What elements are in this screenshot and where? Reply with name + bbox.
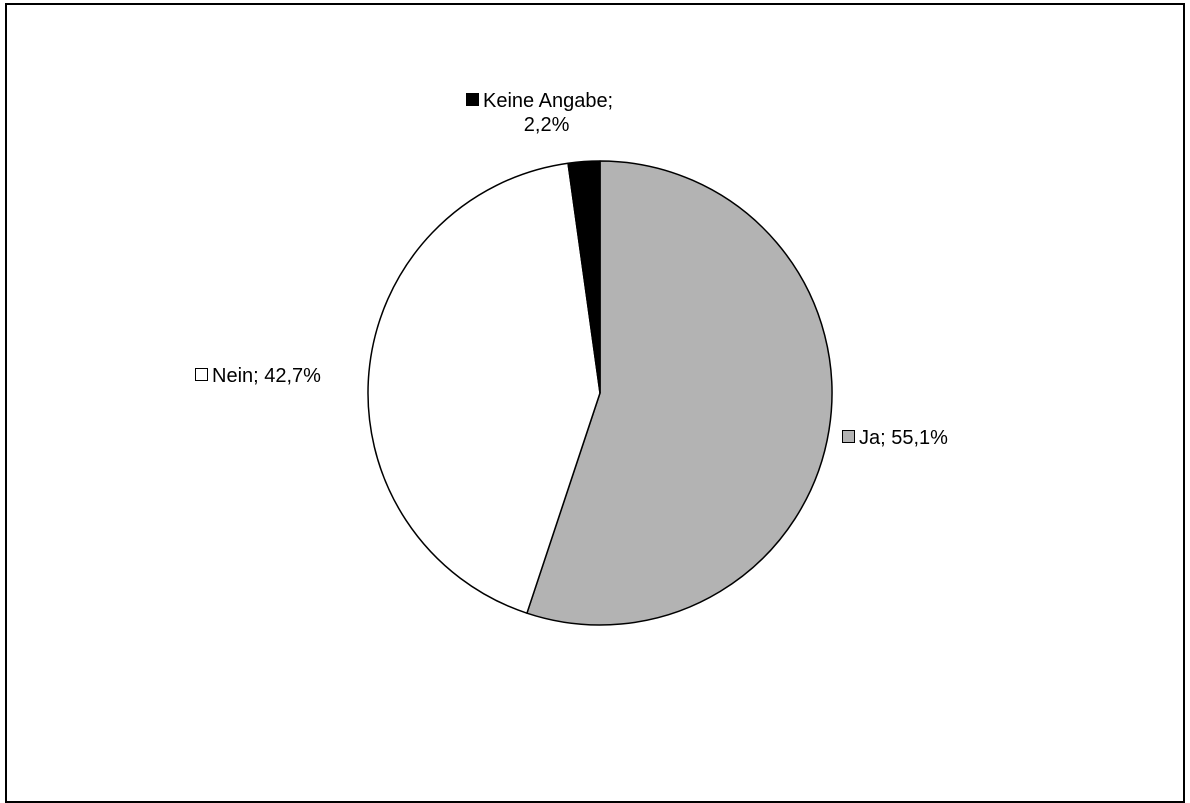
slice-label-nein-text: Nein; 42,7% — [212, 365, 321, 387]
slice-label-keine-angabe-line1: Keine Angabe; — [483, 90, 614, 112]
slice-label-nein: Nein; 42,7% — [195, 364, 321, 388]
legend-swatch-keine-angabe — [466, 93, 479, 106]
slice-label-ja-text: Ja; 55,1% — [859, 427, 948, 449]
legend-swatch-ja — [842, 430, 855, 443]
pie-chart — [367, 160, 833, 626]
legend-swatch-nein — [195, 368, 208, 381]
slice-label-keine-angabe-line2: 2,2% — [523, 114, 570, 136]
pie-slice-nein — [367, 162, 601, 614]
slice-label-ja: Ja; 55,1% — [842, 426, 948, 450]
pie-slices — [367, 160, 833, 626]
pie-slice-ja — [526, 160, 833, 626]
slice-label-keine-angabe: Keine Angabe; 2,2% — [466, 89, 613, 137]
pie-slice-keine-angabe — [567, 160, 601, 394]
